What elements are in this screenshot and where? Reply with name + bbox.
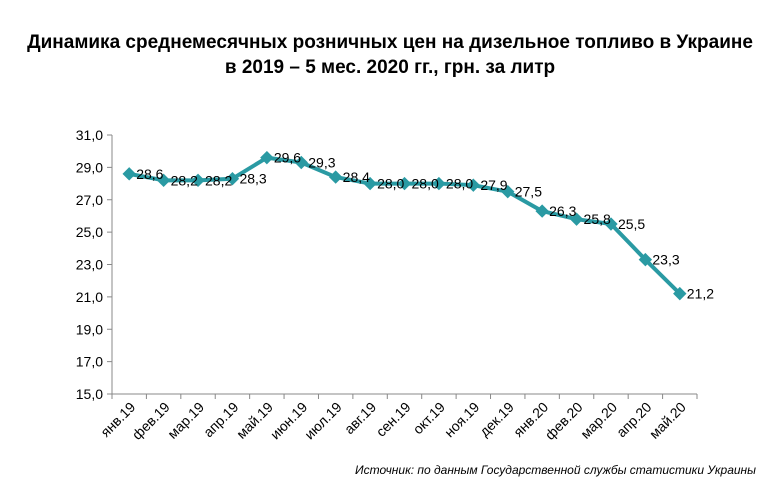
- y-tick-label: 17,0: [76, 354, 103, 370]
- source-note: Источник: по данным Государственной служ…: [355, 463, 756, 477]
- chart-title: Динамика среднемесячных розничных цен на…: [0, 30, 780, 80]
- data-point: [466, 178, 481, 192]
- data-point: [535, 204, 549, 218]
- x-tick-label: сен.19: [373, 399, 414, 440]
- y-tick-label: 31,0: [76, 127, 103, 143]
- y-tick-label: 25,0: [76, 224, 103, 240]
- data-point: [191, 173, 205, 188]
- data-point: [225, 171, 240, 186]
- y-tick-label: 15,0: [76, 386, 103, 402]
- x-tick-label: ноя.19: [441, 399, 483, 441]
- data-point: [673, 286, 687, 301]
- data-label: 27,9: [480, 177, 507, 193]
- x-tick-label: июл.19: [301, 399, 345, 443]
- y-tick-label: 27,0: [76, 192, 103, 208]
- data-label: 29,6: [274, 150, 301, 166]
- data-label: 25,8: [584, 211, 611, 227]
- data-label: 25,5: [618, 216, 645, 232]
- x-tick-label: мар.20: [577, 399, 620, 442]
- x-tick-label: авг.19: [341, 399, 379, 437]
- data-label: 28,0: [412, 176, 439, 192]
- data-label: 28,0: [446, 176, 473, 192]
- data-point: [501, 184, 515, 199]
- data-point: [569, 212, 584, 226]
- data-point: [432, 176, 446, 191]
- y-tick-label: 29,0: [76, 159, 103, 175]
- data-point: [156, 173, 171, 188]
- data-point: [604, 217, 618, 231]
- data-label: 28,2: [171, 172, 198, 188]
- data-point: [122, 167, 136, 181]
- x-tick-label: июн.19: [267, 399, 311, 443]
- x-tick-label: фев.20: [542, 399, 586, 443]
- x-tick-label: фев.19: [129, 399, 173, 443]
- data-label: 23,3: [652, 252, 679, 268]
- data-label: 21,2: [687, 286, 714, 302]
- data-point: [260, 150, 274, 165]
- x-tick-label: дек.19: [476, 399, 517, 440]
- y-tick-label: 23,0: [76, 257, 103, 273]
- x-tick-label: май.19: [233, 399, 276, 442]
- data-point: [363, 176, 377, 191]
- data-label: 29,3: [308, 155, 335, 171]
- data-label: 28,3: [239, 171, 266, 187]
- x-tick-label: май.20: [646, 399, 689, 442]
- chart-title-line-1: Динамика среднемесячных розничных цен на…: [27, 32, 753, 53]
- data-point: [397, 176, 412, 191]
- x-tick-label: мар.19: [164, 399, 207, 442]
- y-tick-label: 21,0: [76, 289, 103, 305]
- data-label: 26,3: [549, 203, 576, 219]
- data-point: [294, 155, 308, 170]
- y-tick-label: 19,0: [76, 321, 103, 337]
- chart-title-line-2: в 2019 – 5 мес. 2020 гг., грн. за литр: [224, 57, 556, 78]
- data-label: 27,5: [515, 184, 542, 200]
- data-label: 28,4: [343, 169, 370, 185]
- data-label: 28,6: [136, 166, 163, 182]
- data-label: 28,0: [377, 176, 404, 192]
- data-point: [328, 170, 343, 184]
- data-point: [638, 252, 653, 267]
- data-label: 28,2: [205, 172, 232, 188]
